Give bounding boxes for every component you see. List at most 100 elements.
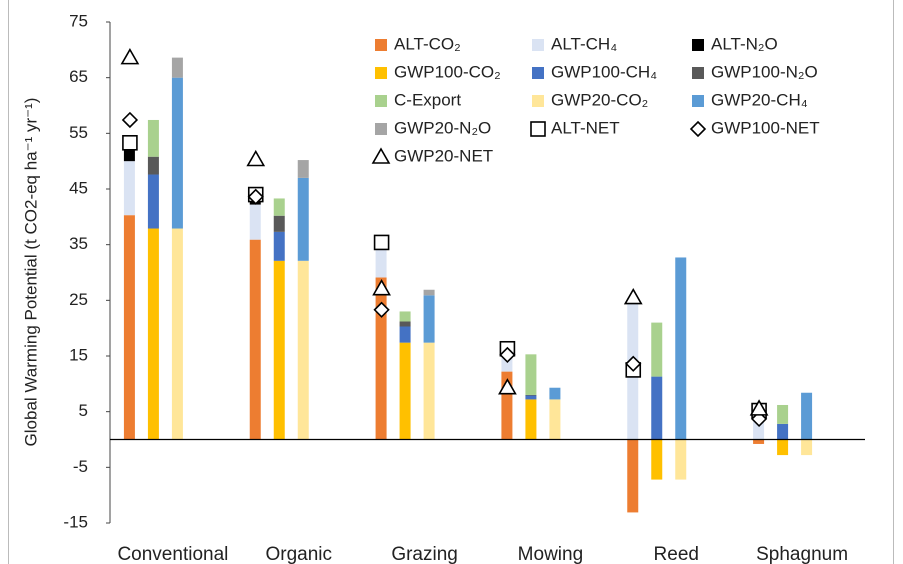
y-tick-label: 55 xyxy=(69,123,88,142)
y-tick-label: -5 xyxy=(73,457,88,476)
y-tick-label: -15 xyxy=(63,512,88,531)
legend-label: ALT-CH₄ xyxy=(551,34,617,53)
marker-square xyxy=(122,134,138,151)
bar xyxy=(249,239,261,440)
bar xyxy=(675,257,687,440)
marker-diamond xyxy=(247,188,264,205)
legend-swatch xyxy=(375,95,387,107)
legend-swatch xyxy=(692,95,704,107)
legend-swatch xyxy=(375,123,387,135)
bar xyxy=(147,174,159,229)
bar xyxy=(801,439,813,456)
marker-square xyxy=(373,234,390,251)
bar xyxy=(627,439,639,513)
bar xyxy=(297,177,309,261)
legend-label: GWP100-N₂O xyxy=(711,62,818,81)
bar xyxy=(123,161,135,216)
marker-diamond xyxy=(121,111,139,129)
legend-swatch xyxy=(532,67,544,79)
marker-triangle xyxy=(246,149,266,167)
bar xyxy=(777,423,789,440)
bar xyxy=(525,399,537,440)
x-tick-label: Sphagnum xyxy=(756,544,848,564)
bar xyxy=(651,376,663,440)
bar xyxy=(297,160,309,178)
y-axis-label: Global Warming Potential (t CO2-eq ha⁻¹ … xyxy=(21,98,40,447)
legend-swatch xyxy=(375,67,387,79)
x-tick-label: Conventional xyxy=(117,544,228,564)
bar xyxy=(147,119,159,157)
bar xyxy=(399,342,411,440)
bar xyxy=(423,295,435,343)
legend-label: C-Export xyxy=(394,90,461,109)
legend-swatch xyxy=(375,39,387,51)
bar xyxy=(399,326,411,343)
legend-swatch xyxy=(532,39,544,51)
marker-triangle xyxy=(498,378,517,395)
marker-triangle xyxy=(623,287,643,305)
bar xyxy=(171,77,183,229)
bar xyxy=(777,439,789,456)
legend-label: GWP20-CO₂ xyxy=(551,90,648,109)
legend-swatch xyxy=(532,95,544,107)
marker-triangle xyxy=(371,147,391,164)
marker-diamond xyxy=(689,120,707,138)
bar xyxy=(375,277,387,440)
y-tick-label: 25 xyxy=(69,290,88,309)
bar xyxy=(375,242,387,278)
y-tick-label: 75 xyxy=(69,11,88,30)
bar xyxy=(273,198,285,216)
bar xyxy=(273,231,285,261)
bar xyxy=(171,228,183,440)
legend-swatch xyxy=(692,39,704,51)
legend-label: GWP20-NET xyxy=(394,146,493,165)
marker-square xyxy=(530,121,546,137)
bar xyxy=(801,392,813,440)
marker-triangle xyxy=(372,279,391,296)
bar xyxy=(525,354,537,395)
bar xyxy=(525,394,537,396)
bar xyxy=(249,204,261,240)
bar xyxy=(423,289,435,296)
x-tick-label: Organic xyxy=(265,544,332,564)
bar xyxy=(123,215,135,440)
bar xyxy=(651,439,663,480)
bar xyxy=(675,439,687,480)
x-tick-label: Mowing xyxy=(518,544,583,564)
x-tick-label: Grazing xyxy=(391,544,458,564)
bar xyxy=(423,342,435,440)
marker-diamond xyxy=(499,346,516,364)
legend-label: GWP100-CO₂ xyxy=(394,62,501,81)
bar xyxy=(147,156,159,175)
legend-label: ALT-N₂O xyxy=(711,34,778,53)
bar xyxy=(549,387,561,400)
bar xyxy=(147,228,159,440)
bar xyxy=(273,260,285,440)
legend-label: GWP100-NET xyxy=(711,118,820,137)
bar xyxy=(777,404,789,424)
bar xyxy=(651,322,663,377)
legend-label: ALT-NET xyxy=(551,118,620,137)
bar xyxy=(399,311,411,322)
y-tick-label: 35 xyxy=(69,234,88,253)
legend-label: GWP20-CH₄ xyxy=(711,90,808,109)
y-tick-label: 65 xyxy=(69,67,88,86)
legend-label: GWP100-CH₄ xyxy=(551,62,657,81)
y-tick-label: 15 xyxy=(69,345,88,364)
bar xyxy=(753,439,765,444)
marker-diamond xyxy=(625,355,642,372)
bar xyxy=(123,147,135,162)
y-tick-label: 45 xyxy=(69,178,88,197)
legend-label: GWP20-N₂O xyxy=(394,118,491,137)
marker-triangle xyxy=(120,48,140,65)
legend-label: ALT-CO₂ xyxy=(394,34,461,53)
legend-swatch xyxy=(692,67,704,79)
bar xyxy=(501,371,513,440)
bar xyxy=(297,260,309,440)
frame xyxy=(8,0,894,564)
y-tick-label: 5 xyxy=(79,401,88,420)
bar xyxy=(399,321,411,327)
x-tick-label: Reed xyxy=(654,544,699,564)
bar xyxy=(549,399,561,440)
